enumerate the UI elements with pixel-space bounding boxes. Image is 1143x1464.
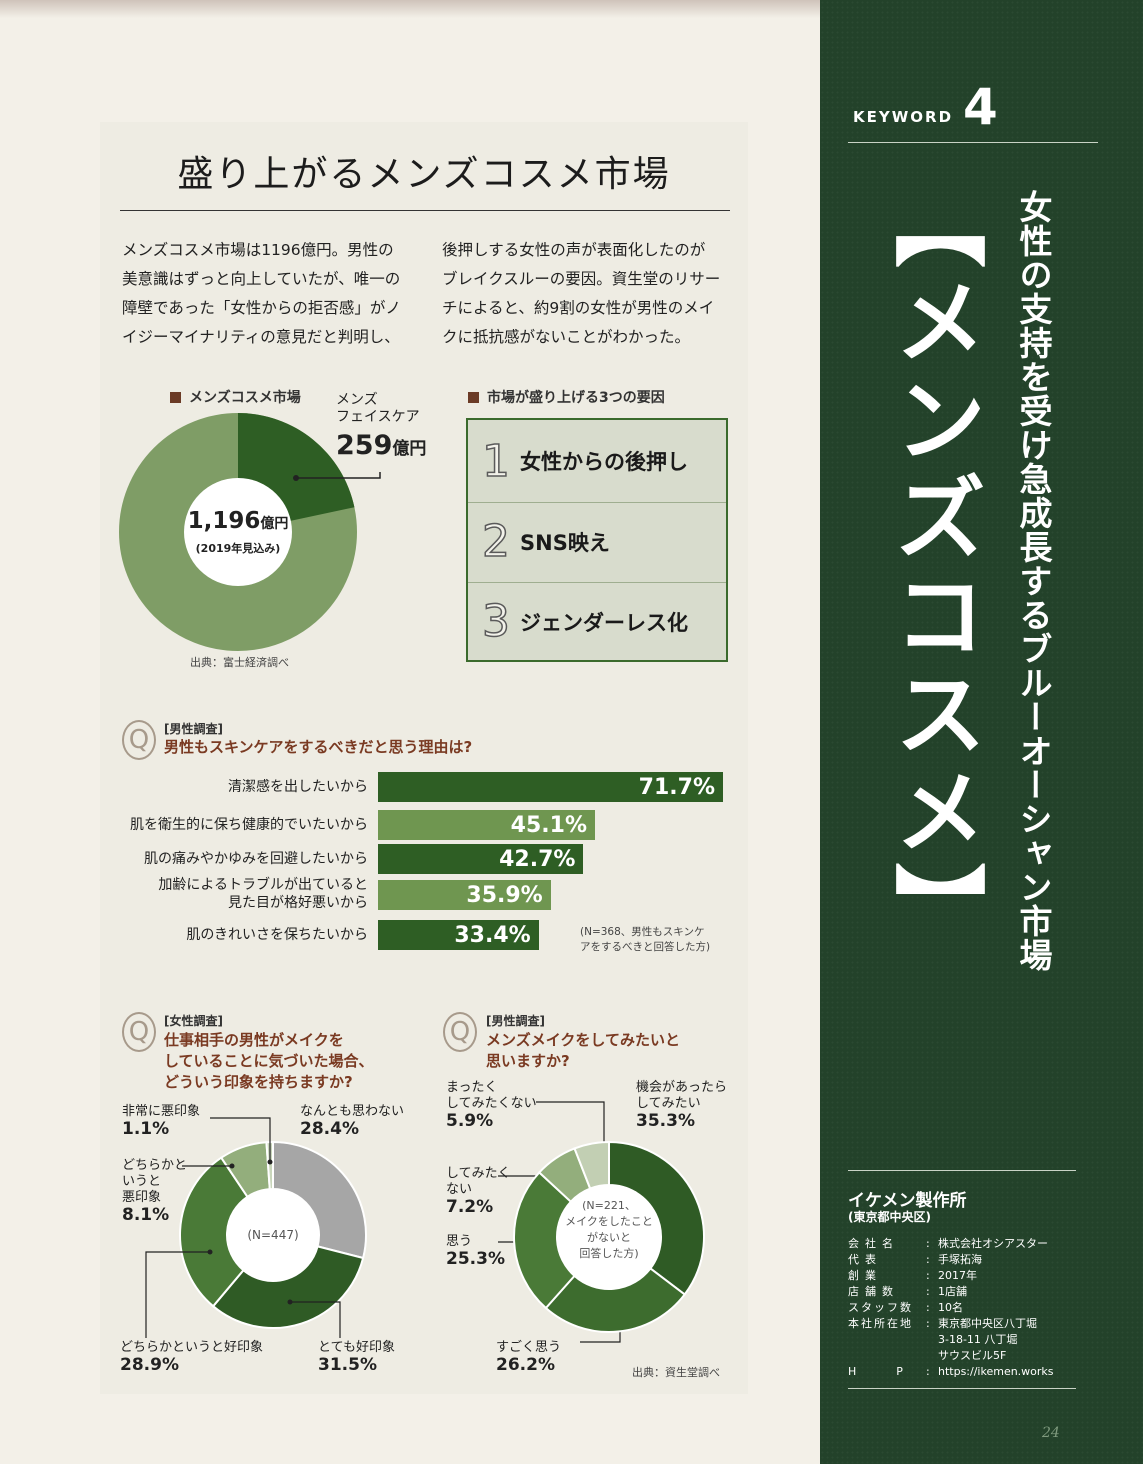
bar-value-label: 42.7% [499,846,576,872]
survey2-label-somewhat-good: どちらかというと好印象 28.9% [120,1340,264,1375]
intro-col1: メンズコスメ市場は1196億円。男性の 美意識はずっと向上していたが、唯一の 障… [122,241,401,346]
survey3-donut-chart [513,1140,705,1333]
market-donut-chart [119,413,357,651]
market-callout-label: メンズ フェイスケア [336,392,420,425]
bar-value-label: 33.4% [454,922,531,948]
company-name: イケメン製作所 [848,1191,967,1211]
survey3-label-no: してみたく ない 7.2% [446,1166,511,1217]
bar: 35.9% [378,880,551,910]
survey2-label-somewhat-bad: どちらかと いうと 悪印象 8.1% [122,1158,188,1225]
survey3-label-if-chance: 機会があったら してみたい 35.3% [636,1080,728,1131]
bar-category-label: 清潔感を出したいから [228,779,368,795]
survey3-label-not-at-all: まったく してみたくない 5.9% [446,1080,537,1131]
market-donut-hole [184,478,292,586]
factors-box: 1 女性からの後押し 2 SNS映え 3 ジェンダーレス化 [466,418,728,662]
survey2-center-label: (N=447) [247,1228,299,1242]
bar-category-label: 加齢によるトラブルが出ていると 見た目が格好悪いから [158,877,368,911]
company-info: 会社名: 株式会社オシアスター 代表: 手塚拓海 創業:2017年 店舗数:1店舗 … [848,1236,1054,1380]
company-info-row: 代表: 手塚拓海 [848,1253,982,1266]
page-number: 24 [1042,1425,1060,1441]
company-bottom-divider [848,1388,1076,1389]
keyword-label: KEYWORD 4 [853,78,998,136]
square-bullet-icon [170,391,181,403]
market-callout-line [293,472,381,481]
page-title: 盛り上がるメンズコスメ市場 [177,154,671,195]
bar: 33.4% [378,920,539,950]
keyword-divider [848,142,1098,143]
bar-category-label: 肌を衛生的に保ち健康的でいたいから [130,817,368,833]
market-heading: メンズコスメ市場 [170,387,301,407]
company-info-row: 本社所在地: 東京都中央区八丁堀 3-18-11 八丁堀 サウスビル5F [848,1317,1037,1362]
question-badge-icon: Q [443,1012,477,1052]
survey2-label-very-bad: 非常に悪印象 1.1% [122,1104,201,1139]
survey3-question: メンズメイクをしてみたいと 思いますか? [486,1031,680,1070]
survey3-tag: [男性調査] [486,1014,545,1028]
survey3-center-label: (N=221、 メイクをしたこと がないと 回答した方) [565,1199,653,1260]
survey1-note: (N=368、男性もスキンケ アをするべきと回答した方) [580,926,711,953]
bar: 42.7% [378,844,584,874]
company-info-row: 店舗数:1店舗 [848,1285,967,1298]
company-location: (東京都中央区) [848,1210,931,1224]
vertical-subtitle: 女性の支持を受け急成長するブルーオーシャン市場 [1014,190,1053,972]
survey2-tag: [女性調査] [164,1014,223,1028]
bar: 71.7% [378,772,723,802]
survey3-label-yes: 思う 25.3% [446,1234,505,1269]
survey-source: 出典：資生堂調べ [632,1366,720,1379]
bar-value-label: 35.9% [466,882,543,908]
question-badge-icon: Q [122,1012,156,1052]
survey1-question: 男性もスキンケアをするべきだと思う理由は? [164,738,473,756]
factor-item: 3 ジェンダーレス化 [468,582,726,660]
factors-heading: 市場が盛り上げる3つの要因 [468,387,665,407]
bar: 45.1% [378,810,595,840]
bar-value-label: 45.1% [510,812,587,838]
survey2-label-neutral: なんとも思わない 28.4% [300,1104,405,1139]
bar-category-label: 肌のきれいさを保ちたいから [186,927,368,943]
survey2-question: 仕事相手の男性がメイクを していることに気づいた場合、 どういう印象を持ちますか… [164,1031,374,1091]
market-source: 出典：富士経済調べ [190,656,289,669]
factor-item: 1 女性からの後押し [481,435,688,488]
intro-col2: 後押しする女性の声が表面化したのが ブレイクスルーの要因。資生堂のリサー チによ… [442,241,721,346]
keyword-sidebar [820,0,1143,1464]
bar-category-label: 肌の痛みやかゆみを回避したいから [144,851,368,867]
factor-item: 2 SNS映え [468,502,726,580]
bar-value-label: 71.7% [638,774,715,800]
survey2-donut-hole [227,1189,319,1281]
company-info-row: HP:https://ikemen.works [848,1365,1054,1378]
company-info-row: 創業:2017年 [848,1269,977,1282]
survey3-donut-hole [557,1185,661,1289]
square-bullet-icon [468,391,479,403]
company-info-row: 会社名: 株式会社オシアスター [848,1237,1048,1250]
survey1-tag: [男性調査] [164,722,223,736]
survey2-label-very-good: とても好印象 31.5% [318,1340,395,1375]
company-info-row: スタッフ数:10名 [848,1301,963,1314]
top-band [0,0,820,18]
title-divider [120,210,730,211]
survey3-label-strongly-yes: すごく思う 26.2% [496,1340,562,1375]
market-center-total: 1,196億円 [187,508,289,534]
big-vertical-title: 【メンズコスメ】 [879,176,986,960]
market-center-sub: (2019年見込み) [195,542,281,555]
market-donut-facecare-segment [238,413,355,521]
question-badge-icon: Q [122,720,156,760]
company-top-divider [848,1170,1076,1171]
market-callout-value: 259億円 [336,430,427,461]
